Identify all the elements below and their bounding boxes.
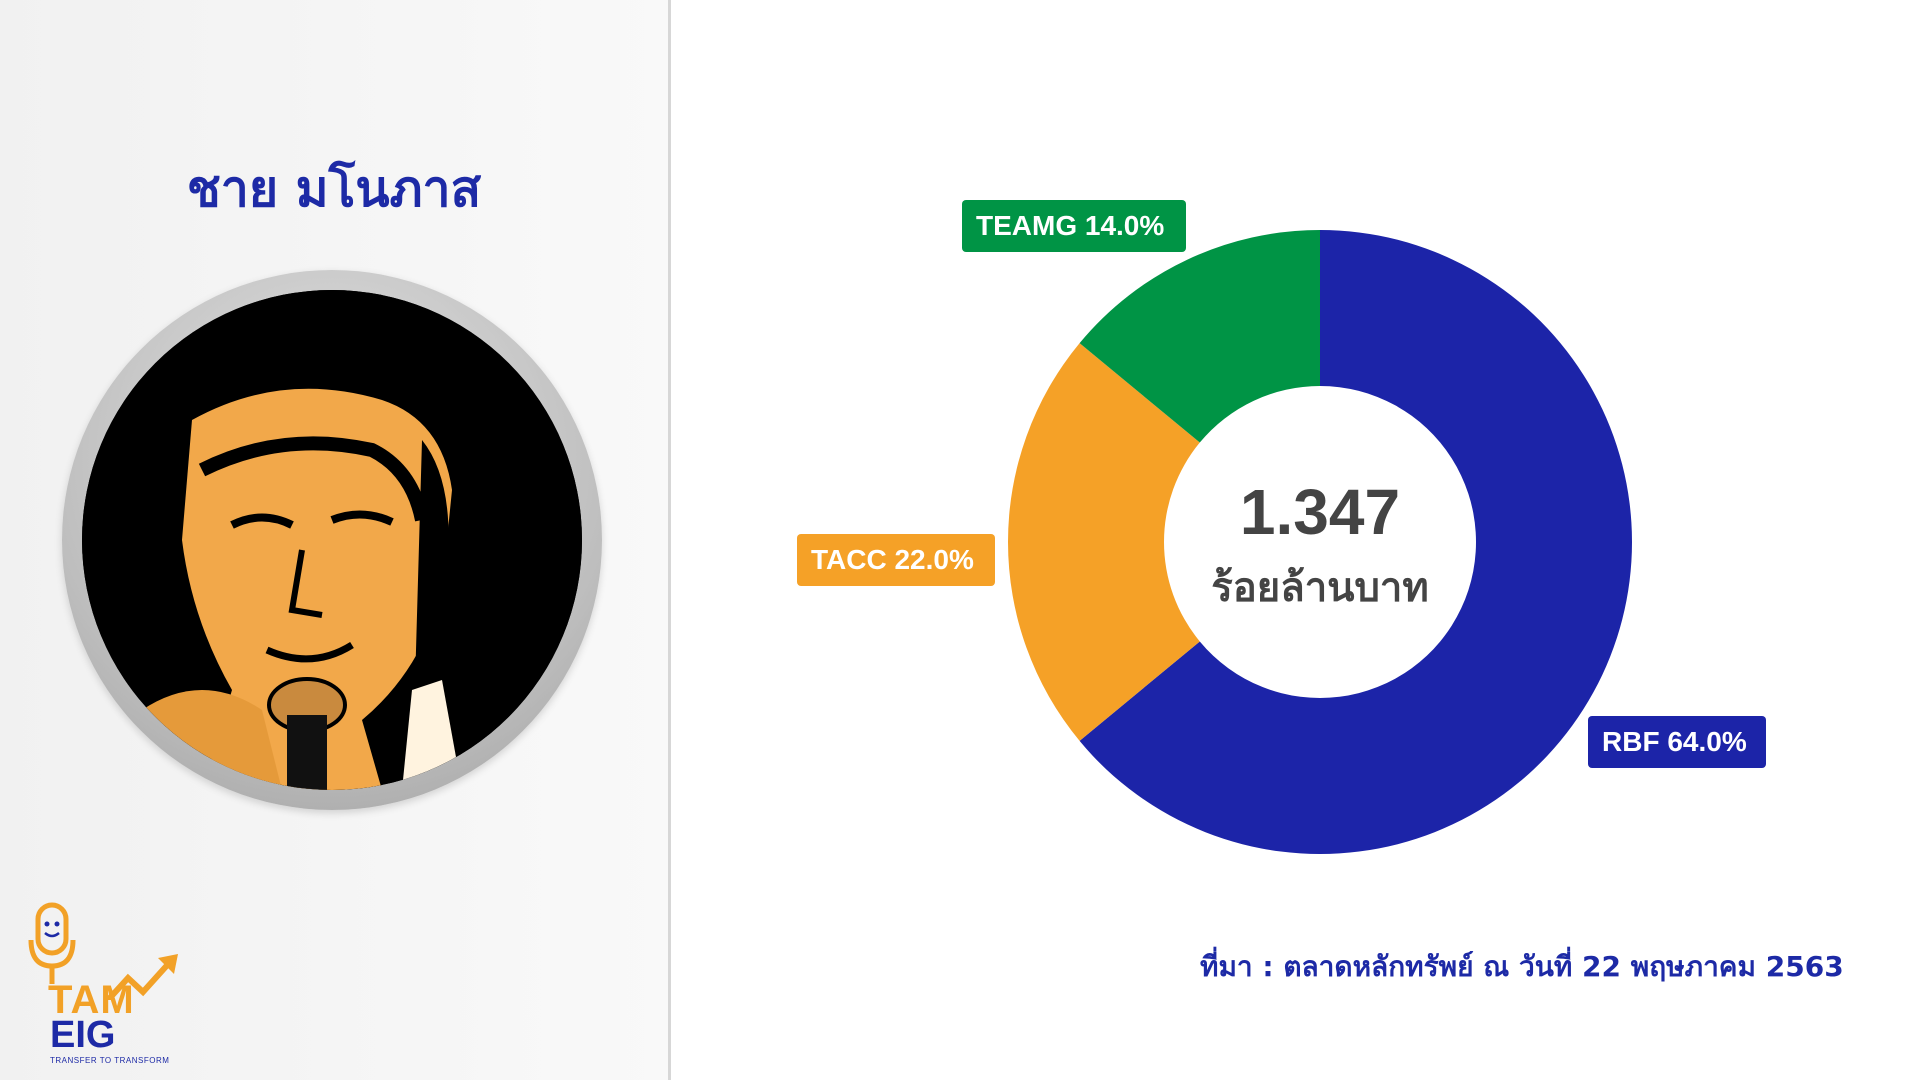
profile-panel: ชาย มโนภาส	[0, 0, 668, 1080]
slice-rbf	[1079, 230, 1632, 854]
chart-center-unit: ร้อยล้านบาท	[1211, 565, 1429, 611]
portrait-illustration	[82, 290, 582, 790]
portrait-image	[82, 290, 582, 790]
microphone-icon	[28, 902, 178, 1000]
chart-center-value: 1.347	[1239, 476, 1401, 548]
logo-text-eig: EIG	[50, 1014, 116, 1056]
source-note: ที่มา : ตลาดหลักทรัพย์ ณ วันที่ 22 พฤษภา…	[1200, 950, 1844, 983]
logo-tagline: TRANSFER TO TRANSFORM	[50, 1056, 170, 1065]
person-name: ชาย มโนภาส	[186, 160, 482, 218]
slice-tacc	[1007, 343, 1200, 741]
slice-label-teamg: TEAMG 14.0%	[962, 200, 1186, 252]
panel-divider	[668, 0, 671, 1080]
logo-text-tam: TAM	[48, 978, 135, 1022]
tam-eig-logo: TAM EIG TRANSFER TO TRANSFORM	[28, 900, 188, 1070]
slice-label-rbf: RBF 64.0%	[1588, 716, 1766, 768]
slice-label-tacc: TACC 22.0%	[797, 534, 995, 586]
portrait-frame	[62, 270, 602, 810]
slice-teamg	[1079, 230, 1320, 443]
